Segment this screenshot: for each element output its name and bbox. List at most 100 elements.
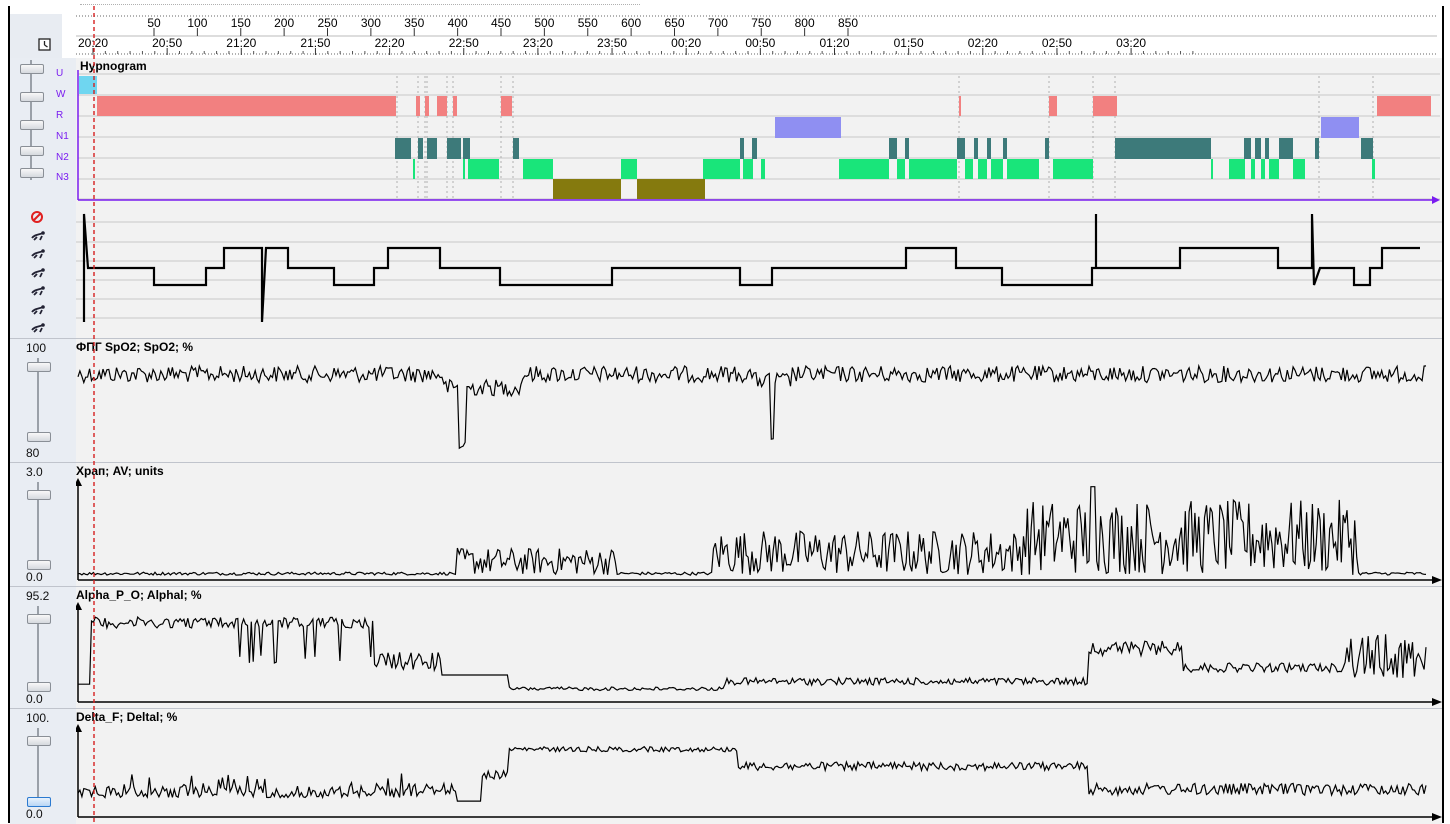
signal-trace [78,615,1427,692]
sample-tick-label: 100 [187,16,207,30]
track-slider-rail[interactable] [37,358,39,442]
hypnogram-segment [1045,138,1049,159]
track-min-thumb[interactable] [27,432,51,442]
track-min-label: 0.0 [26,807,43,821]
track-min-thumb[interactable] [27,797,51,807]
signal-track-panel[interactable] [76,462,1442,587]
hypnogram-segment [395,138,411,159]
hypnogram-segment [905,138,909,159]
time-ruler[interactable]: 50 100 150 200 250 300 350 400 450 500 550 600 650 70… [62,14,1442,58]
hypnogram-scale-column [10,58,76,204]
time-tick-label: 21:50 [300,36,330,50]
hypnogram-segment [621,159,637,179]
clock-icon[interactable] [38,38,52,52]
slider-thumb[interactable] [20,120,44,130]
hypnogram-segment [437,96,447,116]
track-max-label: 95.2 [26,589,50,603]
track-max-thumb[interactable] [27,362,51,372]
hypnogram-segment [97,96,396,116]
track-title: Храп; AV; units [76,464,164,478]
time-tick-label: 22:20 [375,36,405,50]
hypnogram-segment [1251,159,1255,179]
time-tick-label: 02:20 [968,36,998,50]
frame-left-border [8,6,10,823]
slider-thumb[interactable] [20,92,44,102]
track-slider-rail[interactable] [37,606,39,688]
hypnogram-segment [740,138,744,159]
hypnogram-segment [418,138,423,159]
prone-icon [31,230,45,241]
track-slider-rail[interactable] [37,482,39,566]
hypnogram-segment [991,159,1003,179]
track-min-thumb[interactable] [27,560,51,570]
time-tick-label: 20:20 [78,36,108,50]
time-tick-label: 23:20 [523,36,553,50]
hypnogram-segment [427,138,437,159]
signal-track-panel[interactable] [76,586,1442,709]
upright-icon [31,304,45,315]
hypnogram-segment [447,138,461,159]
time-tick-label: 20:50 [152,36,182,50]
position-panel[interactable] [76,204,1442,338]
signal-trace [77,363,1427,450]
hypnogram-segment [761,159,765,179]
track-max-thumb[interactable] [27,736,51,746]
slider-thumb[interactable] [20,146,44,156]
hypnogram-segment [468,159,499,179]
signal-trace-chart [76,724,1442,821]
hypnogram-segment [752,138,757,159]
sample-tick-label: 700 [708,16,728,30]
time-tick-label: 00:50 [745,36,775,50]
sample-tick-label: 250 [317,16,337,30]
hypnogram-segment [1093,96,1117,116]
track-max-thumb[interactable] [27,614,51,624]
hypnogram-segment [959,96,961,116]
hypnogram-segment [965,159,973,179]
hypnogram-segment [453,96,457,116]
sample-tick-label: 400 [448,16,468,30]
right-side-icon [31,286,45,296]
sample-tick-label: 150 [231,16,251,30]
track-slider-rail[interactable] [37,728,39,803]
hypnogram-segment [425,96,429,116]
hypnogram-segment [463,159,465,179]
sample-tick-label: 800 [795,16,815,30]
hypnogram-segment [463,138,470,159]
supine-icon [31,267,45,278]
track-max-label: 3.0 [26,465,43,479]
hypnogram-segment [1377,96,1431,116]
hypnogram-segment [775,117,841,138]
hypnogram-segment [897,159,905,179]
track-min-label: 0.0 [26,692,43,706]
hypnogram-segment [1053,159,1093,179]
slider-thumb[interactable] [20,64,44,74]
hypnogram-segment [703,159,740,179]
signal-track-panel[interactable] [76,338,1442,463]
hypnogram-segment [1244,138,1251,159]
time-tick-label: 22:50 [449,36,479,50]
hypnogram-segment [553,179,621,199]
hypnogram-segment [1315,138,1319,159]
hypnogram-segment [416,96,420,116]
hypnogram-stage-label: N2 [56,152,69,163]
sample-tick-label: 50 [147,16,161,30]
hypnogram-segment [513,138,519,159]
signal-trace [78,486,1427,576]
track-max-thumb[interactable] [27,490,51,500]
slider-thumb[interactable] [20,168,44,178]
hypnogram-segment [79,76,97,94]
time-tick-label: 01:20 [819,36,849,50]
left-side-icon [31,249,45,259]
hypnogram-segment [743,159,753,179]
track-min-thumb[interactable] [27,682,51,692]
hypnogram-panel[interactable]: Hypnogram [76,58,1442,204]
hypnogram-stage-label: U [56,68,64,79]
sample-tick-label: 750 [751,16,771,30]
signal-track-panel[interactable] [76,708,1442,824]
hypnogram-segment [1361,138,1373,159]
hypnogram-segment [1321,117,1359,138]
hypnogram-segment [974,138,978,159]
hypnogram-slider-group[interactable] [20,60,50,200]
frame-right-border [1442,6,1444,823]
sample-tick-label: 850 [838,16,858,30]
